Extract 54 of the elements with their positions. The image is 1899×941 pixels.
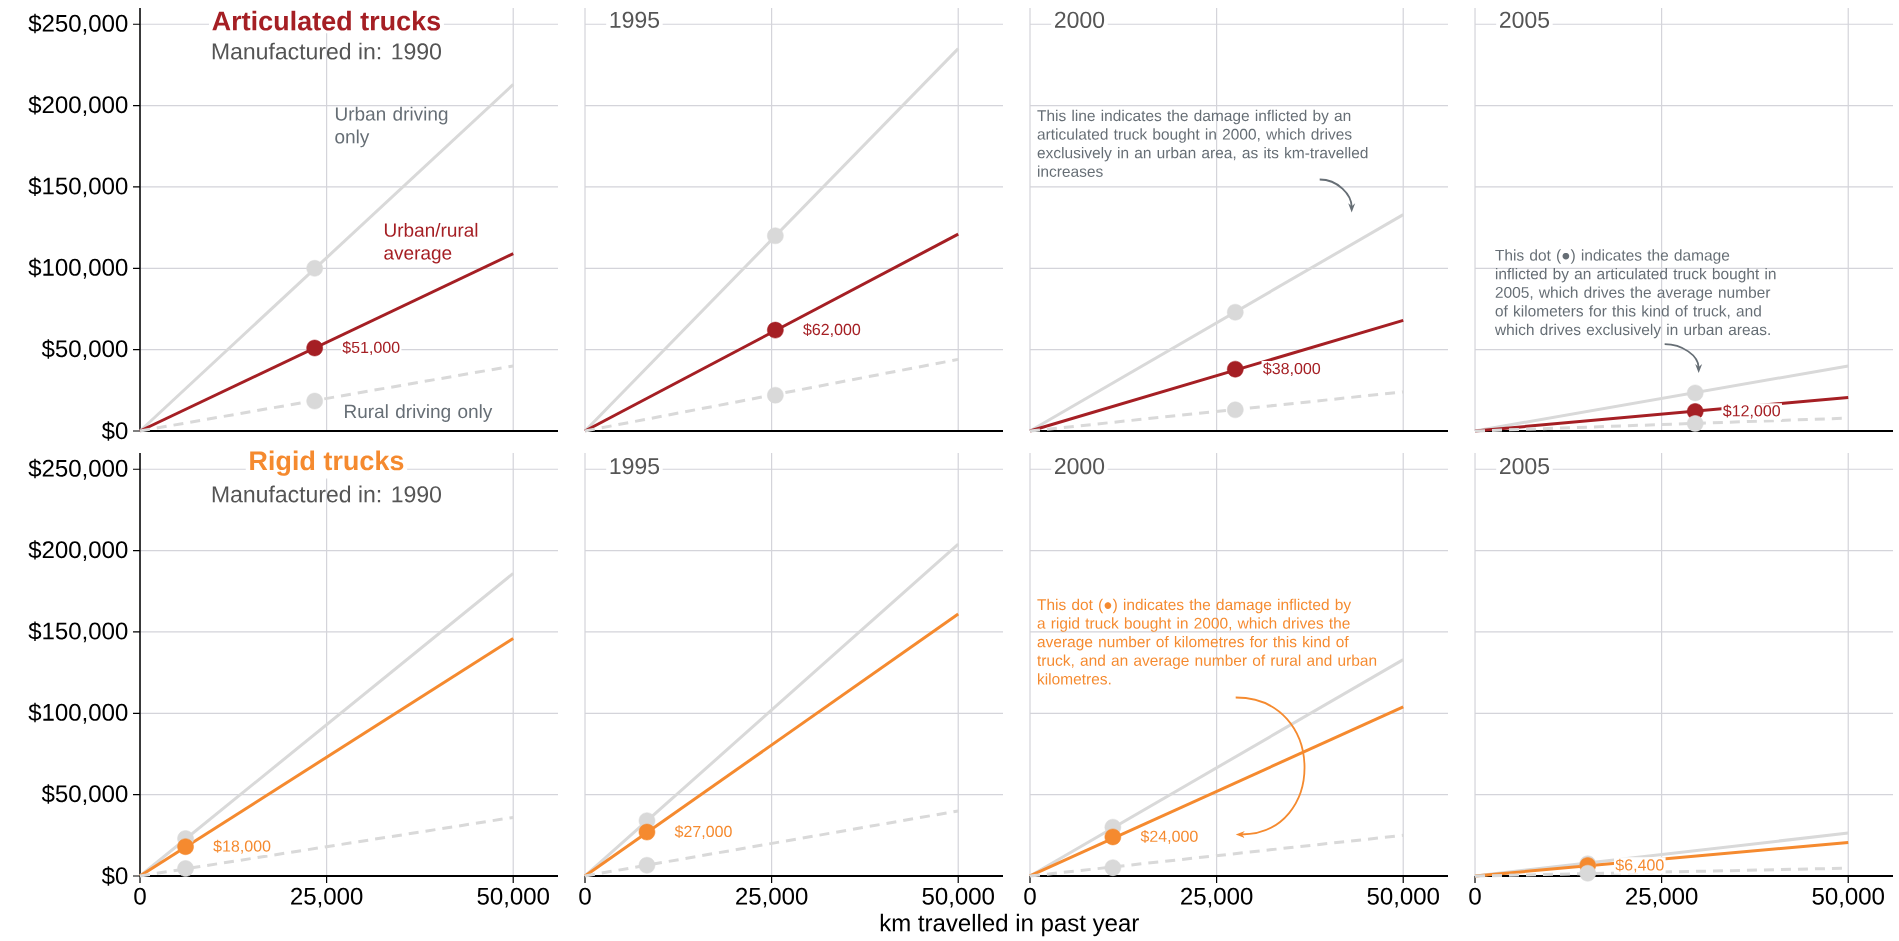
x-tick-label: 0 (1024, 887, 1036, 905)
chart-title: Rigid trucks (250, 450, 404, 476)
x-tick-label: 25,000 (1626, 887, 1698, 908)
data-label: $27,000 (674, 825, 732, 840)
point (177, 838, 194, 855)
x-tick-label: 50,000 (1812, 887, 1884, 908)
y-tick-label: $250,000 (28, 458, 128, 480)
chart-title: 2005 (1500, 11, 1550, 28)
y-tick-label: $100,000 (28, 702, 128, 724)
chart-title: 2000 (1055, 11, 1105, 28)
chart-title: 2005 (1500, 457, 1550, 475)
data-label: $12,000 (1722, 404, 1781, 419)
y-tick-label: $0 (101, 866, 128, 886)
y-tick-label: $50,000 (41, 339, 128, 361)
text: Manufactured in: 1990 (212, 485, 442, 503)
x-tick-label: 25,000 (736, 887, 808, 908)
y-tick-label: $200,000 (28, 95, 128, 117)
point (306, 260, 323, 277)
x-tick-label: 0 (1469, 887, 1481, 905)
x-axis-title: km travelled in past year (880, 913, 1139, 937)
y-tick-label: $100,000 (28, 257, 128, 279)
chart-title: 1995 (610, 11, 660, 28)
data-label: $18,000 (213, 839, 271, 854)
x-tick-label: 25,000 (1181, 887, 1253, 908)
y-tick-label: $200,000 (28, 540, 128, 562)
y-tick-label: $50,000 (41, 784, 128, 806)
data-label: $62,000 (803, 323, 861, 338)
series-label: Urban/rural average (384, 222, 478, 264)
y-tick-label: $0 (101, 421, 128, 441)
x-tick-label: 0 (579, 887, 591, 905)
series-label: Rural driving only (345, 404, 493, 422)
annotation: This line indicates the damage inflicted by an articulated truck bought in 2000, which drives exclusively in an urban area, as its km-travelled increases (1037, 109, 1368, 177)
y-tick-label: $150,000 (28, 621, 128, 643)
annotation: This dot (●) indicates the damage inflicted by an articulated truck bought in 2005, which drives the average number of kilometers for this kind of truck, and which drives exclusively in urban areas. (1494, 249, 1776, 339)
x-tick-label: 25,000 (291, 887, 363, 908)
point (177, 860, 194, 877)
y-tick-label: $150,000 (28, 176, 128, 198)
annotation: This dot (●) indicates the damage inflicted by a rigid truck bought in 2000, which drives the average number of kilometres for this kind of truck, and an average number of rural and urban kilometres. (1037, 598, 1377, 685)
series-label: Urban driving only (335, 106, 448, 148)
text: Manufactured in: 1990 (212, 42, 442, 60)
data-label: $6,400 (1615, 858, 1664, 873)
chart-title: 1995 (610, 457, 660, 475)
point (306, 339, 323, 357)
chart-title: Articulated trucks (212, 10, 441, 31)
data-label: $38,000 (1263, 362, 1321, 377)
x-tick-label: 50,000 (1367, 887, 1439, 908)
x-tick-label: 50,000 (477, 887, 549, 908)
x-tick-label: 50,000 (922, 887, 994, 908)
y-tick-label: $250,000 (28, 13, 128, 35)
data-label: $51,000 (342, 341, 400, 355)
data-label: $24,000 (1140, 830, 1198, 844)
point (306, 392, 323, 410)
x-tick-label: 0 (134, 887, 146, 905)
chart-title: 2000 (1055, 457, 1105, 475)
